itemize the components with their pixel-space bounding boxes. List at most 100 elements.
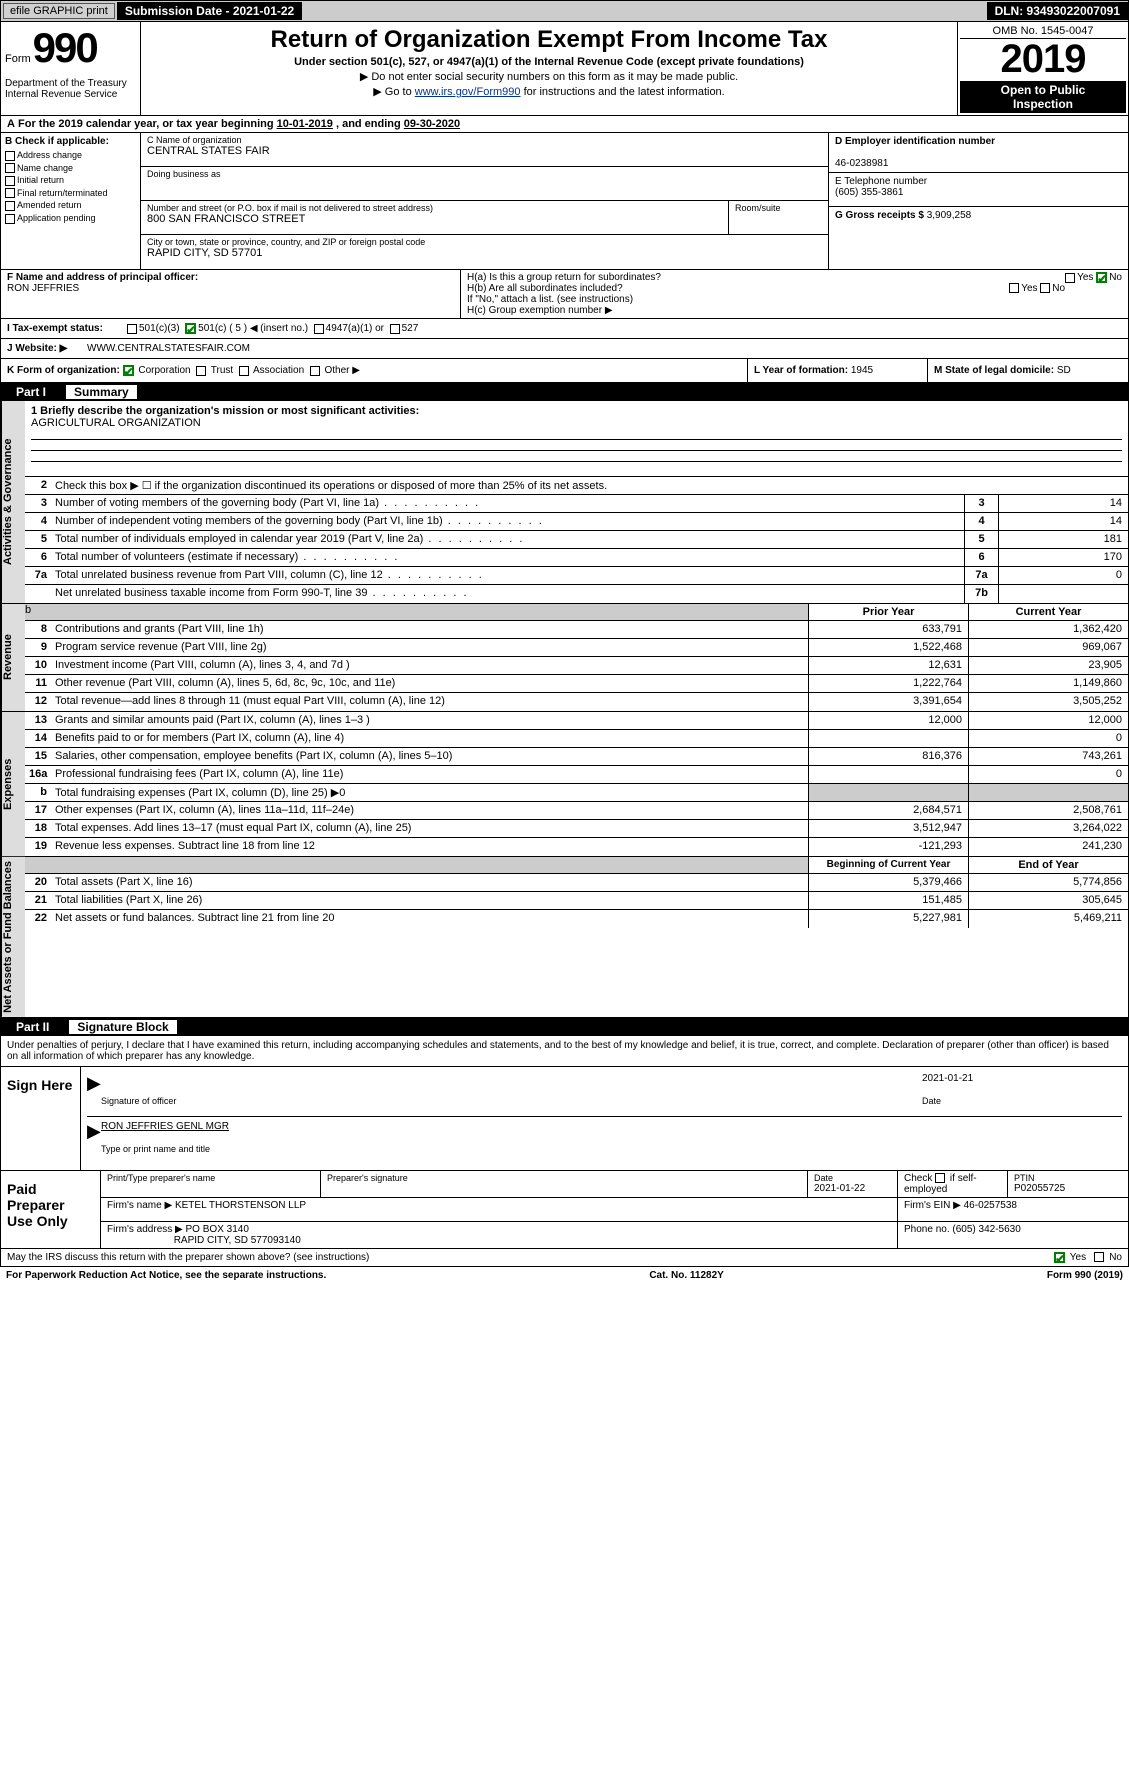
hc-label: H(c) Group exemption number ▶ [467, 305, 1122, 316]
governance-vlabel: Activities & Governance [1, 401, 25, 603]
line-15: 15Salaries, other compensation, employee… [25, 748, 1128, 766]
amended-return-checkbox[interactable] [5, 201, 15, 211]
website-label: J Website: ▶ [7, 343, 87, 354]
501c-checkbox[interactable] [185, 323, 196, 334]
sig-officer-label: Signature of officer [101, 1096, 922, 1106]
line-6: 6 Total number of volunteers (estimate i… [25, 549, 1128, 567]
officer-val: RON JEFFRIES [7, 283, 79, 294]
form-title: Return of Organization Exempt From Incom… [147, 26, 951, 54]
submission-date-badge: Submission Date - 2021-01-22 [117, 2, 302, 20]
revenue-section: Revenue b Prior Year Current Year 8Contr… [0, 604, 1129, 712]
501c3-checkbox[interactable] [127, 324, 137, 334]
discuss-row: May the IRS discuss this return with the… [0, 1249, 1129, 1267]
sign-arrow-icon-2: ▶ [87, 1121, 101, 1154]
line-14: 14Benefits paid to or for members (Part … [25, 730, 1128, 748]
form-subtitle-3: Go to www.irs.gov/Form990 for instructio… [147, 85, 951, 98]
address-change-checkbox[interactable] [5, 151, 15, 161]
mission-block: 1 Briefly describe the organization's mi… [25, 401, 1128, 477]
sign-date-val: 2021-01-21 [922, 1073, 1122, 1084]
form-number: 990 [33, 24, 97, 72]
initial-return-checkbox[interactable] [5, 176, 15, 186]
cat-no: Cat. No. 11282Y [649, 1270, 723, 1281]
527-checkbox[interactable] [390, 324, 400, 334]
mission-a: AGRICULTURAL ORGANIZATION [31, 417, 201, 429]
sign-here-label: Sign Here [1, 1067, 81, 1170]
revenue-vlabel: Revenue [1, 604, 25, 711]
boxes-k-l-m: K Form of organization: Corporation Trus… [0, 359, 1129, 383]
trust-checkbox[interactable] [196, 366, 206, 376]
preparer-date: 2021-01-22 [814, 1183, 865, 1194]
part-2-header: Part II Signature Block [0, 1018, 1129, 1036]
self-employed-checkbox[interactable] [935, 1173, 945, 1183]
line-8: 8Contributions and grants (Part VIII, li… [25, 621, 1128, 639]
form-subtitle-2: Do not enter social security numbers on … [147, 70, 951, 83]
4947a1-checkbox[interactable] [314, 324, 324, 334]
form990-instructions-link[interactable]: www.irs.gov/Form990 [415, 86, 521, 98]
application-pending-checkbox[interactable] [5, 214, 15, 224]
net-assets-section: Net Assets or Fund Balances Beginning of… [0, 857, 1129, 1018]
other-checkbox[interactable] [310, 366, 320, 376]
discuss-no-checkbox[interactable] [1094, 1252, 1104, 1262]
line-11: 11Other revenue (Part VIII, column (A), … [25, 675, 1128, 693]
line-5: 5 Total number of individuals employed i… [25, 531, 1128, 549]
officer-label: F Name and address of principal officer: [7, 272, 198, 283]
net-vlabel: Net Assets or Fund Balances [1, 857, 25, 1017]
line-a-text: A For the 2019 calendar year, or tax yea… [7, 118, 460, 130]
net-col-header: Beginning of Current Year End of Year [25, 857, 1128, 874]
phone-label: E Telephone number [835, 176, 927, 187]
hb-yes-checkbox[interactable] [1009, 283, 1019, 293]
line-20: 20Total assets (Part X, line 16) 5,379,4… [25, 874, 1128, 892]
discuss-yes-checkbox[interactable] [1054, 1252, 1065, 1263]
assoc-checkbox[interactable] [239, 366, 249, 376]
dba-label: Doing business as [147, 169, 822, 179]
paid-preparer-block: Paid Preparer Use Only Print/Type prepar… [0, 1171, 1129, 1249]
line-3: 3 Number of voting members of the govern… [25, 495, 1128, 513]
part-2-title: Signature Block [69, 1020, 176, 1034]
tax-year-large: 2019 [960, 39, 1126, 79]
street-label: Number and street (or P.O. box if mail i… [147, 203, 722, 213]
line-9: 9Program service revenue (Part VIII, lin… [25, 639, 1128, 657]
state-domicile-val: SD [1057, 365, 1071, 376]
phone-val: (605) 355-3861 [835, 187, 903, 198]
line-13: 13Grants and similar amounts paid (Part … [25, 712, 1128, 730]
year-formation-label: L Year of formation: [754, 365, 851, 376]
org-name-label: C Name of organization [147, 135, 822, 145]
dln-badge: DLN: 93493022007091 [987, 2, 1128, 20]
pra-notice: For Paperwork Reduction Act Notice, see … [6, 1270, 326, 1281]
form-number-block: Form 990 Department of the Treasury Inte… [1, 22, 141, 115]
gross-receipts-label: G Gross receipts $ [835, 210, 927, 221]
efile-graphic-print-button[interactable]: efile GRAPHIC print [3, 3, 115, 19]
city-val: RAPID CITY, SD 57701 [147, 247, 262, 259]
entity-block: B Check if applicable: Address change Na… [0, 133, 1129, 270]
website-val: WWW.CENTRALSTATESFAIR.COM [87, 343, 250, 354]
org-name: CENTRAL STATES FAIR [147, 145, 270, 157]
ha-no-checkbox[interactable] [1096, 272, 1107, 283]
perjury-text: Under penalties of perjury, I declare th… [0, 1036, 1129, 1067]
box-j: J Website: ▶ WWW.CENTRALSTATESFAIR.COM [0, 339, 1129, 359]
corp-checkbox[interactable] [123, 365, 134, 376]
expenses-section: Expenses 13Grants and similar amounts pa… [0, 712, 1129, 857]
open-to-public-badge: Open to Public Inspection [960, 81, 1126, 113]
line-21: 21Total liabilities (Part X, line 26) 15… [25, 892, 1128, 910]
form-foot: Form 990 (2019) [1047, 1270, 1123, 1281]
ptin-val: P02055725 [1014, 1183, 1065, 1194]
hb-label: H(b) Are all subordinates included? [467, 283, 623, 294]
box-b: B Check if applicable: Address change Na… [1, 133, 141, 269]
page-footer: For Paperwork Reduction Act Notice, see … [0, 1267, 1129, 1284]
discuss-q: May the IRS discuss this return with the… [7, 1252, 369, 1263]
part-2-tab: Part II [6, 1020, 59, 1034]
final-return-checkbox[interactable] [5, 188, 15, 198]
governance-section: Activities & Governance 1 Briefly descri… [0, 401, 1129, 604]
dept-treasury: Department of the Treasury [5, 78, 136, 89]
ha-yes-checkbox[interactable] [1065, 273, 1075, 283]
line-4: 4 Number of independent voting members o… [25, 513, 1128, 531]
line-17: 17Other expenses (Part IX, column (A), l… [25, 802, 1128, 820]
box-c: C Name of organization CENTRAL STATES FA… [141, 133, 828, 269]
street-val: 800 SAN FRANCISCO STREET [147, 213, 305, 225]
part-1-tab: Part I [6, 385, 56, 399]
name-change-checkbox[interactable] [5, 163, 15, 173]
tax-year-row: A For the 2019 calendar year, or tax yea… [0, 116, 1129, 133]
firm-addr-2: RAPID CITY, SD 577093140 [174, 1235, 301, 1246]
hb-no-checkbox[interactable] [1040, 283, 1050, 293]
year-formation-val: 1945 [851, 365, 873, 376]
